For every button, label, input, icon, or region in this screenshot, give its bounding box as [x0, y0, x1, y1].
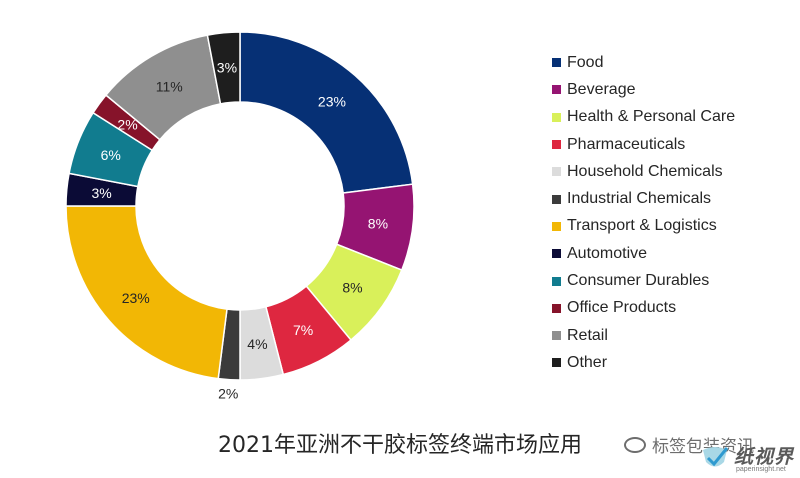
wechat-watermark: 标签包装资讯 — [624, 432, 754, 457]
legend-swatch — [552, 85, 561, 95]
data-label-pharmaceuticals: 7% — [293, 322, 313, 338]
data-label-food: 23% — [318, 94, 346, 110]
brand-logo: 纸视界 paperinsight.net — [700, 440, 794, 478]
shield-logo-icon — [703, 447, 729, 467]
watermark-text: 标签包装资讯 — [652, 437, 754, 457]
legend-item-other: Other — [552, 349, 735, 376]
legend-item-consumer-durables: Consumer Durables — [552, 267, 735, 294]
slice-other — [206, 31, 241, 105]
legend-swatch — [552, 303, 561, 313]
legend-item-health-and-personal-care: Health & Personal Care — [552, 104, 735, 131]
legend-label: Beverage — [567, 80, 636, 98]
legend-item-beverage: Beverage — [552, 76, 735, 103]
data-label-consumer-durables: 6% — [101, 147, 121, 163]
data-label-retail: 11% — [156, 78, 183, 94]
legend-label: Other — [567, 353, 608, 371]
logo-url: paperinsight.net — [736, 466, 786, 473]
legend-swatch — [552, 140, 561, 150]
legend-label: Health & Personal Care — [567, 108, 736, 126]
legend-item-retail: Retail — [552, 322, 735, 349]
legend-label: Transport & Logistics — [567, 217, 717, 235]
data-label-household-chemicals: 4% — [247, 336, 267, 352]
slice-transport-and-logistics — [65, 205, 228, 380]
legend-label: Office Products — [567, 299, 677, 317]
legend-label: Automotive — [567, 244, 648, 262]
legend-item-office-products: Office Products — [552, 295, 735, 322]
legend-label: Food — [567, 53, 604, 71]
data-label-health-and-personal-care: 8% — [342, 280, 362, 296]
data-label-office-products: 2% — [117, 116, 137, 132]
legend-swatch — [552, 194, 561, 204]
legend-item-industrial-chemicals: Industrial Chemicals — [552, 185, 735, 212]
legend-item-pharmaceuticals: Pharmaceuticals — [552, 131, 735, 158]
legend-label: Industrial Chemicals — [567, 190, 712, 208]
data-label-beverage: 8% — [368, 215, 388, 231]
logo-name: 纸视界 — [734, 446, 795, 468]
chart-legend: Food Beverage Health & Personal Care Pharma… — [552, 49, 735, 377]
legend-item-household-chemicals: Household Chemicals — [552, 158, 735, 185]
legend-label: Pharmaceuticals — [567, 135, 686, 153]
legend-swatch — [552, 276, 561, 286]
legend-swatch — [552, 58, 561, 68]
legend-swatch — [552, 221, 561, 231]
data-label-automotive: 3% — [91, 185, 111, 201]
legend-item-food: Food — [552, 49, 735, 76]
legend-item-automotive: Automotive — [552, 240, 735, 267]
legend-label: Consumer Durables — [567, 272, 710, 290]
wechat-icon — [624, 436, 646, 453]
data-label-industrial-chemicals: 2% — [218, 386, 238, 402]
legend-label: Retail — [567, 326, 608, 344]
chart-title: 2021年亚洲不干胶标签终端市场应用 — [218, 433, 582, 458]
legend-swatch — [552, 358, 561, 368]
legend-label: Household Chemicals — [567, 162, 723, 180]
data-label-transport-and-logistics: 23% — [122, 290, 150, 306]
legend-swatch — [552, 249, 561, 259]
legend-item-transport-and-logistics: Transport & Logistics — [552, 213, 735, 240]
legend-swatch — [552, 112, 561, 122]
legend-swatch — [552, 167, 561, 177]
legend-swatch — [552, 331, 561, 341]
data-label-other: 3% — [217, 60, 237, 76]
slice-food — [239, 31, 414, 194]
